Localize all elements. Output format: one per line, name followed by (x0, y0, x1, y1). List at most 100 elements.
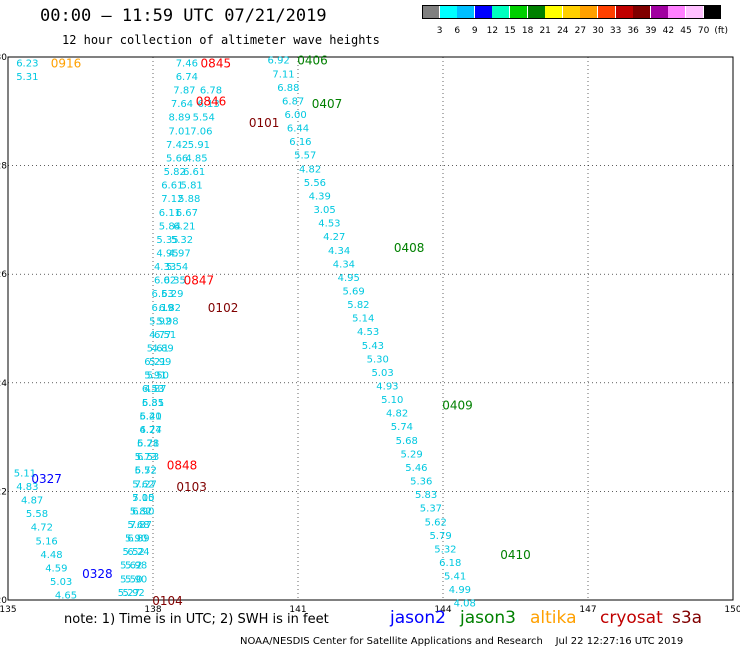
wave-height-value: 5.56 (304, 178, 326, 189)
wave-height-value: 4.83 (16, 482, 38, 493)
wave-height-value: 5.32 (171, 235, 193, 246)
wave-height-value: 5.32 (434, 544, 456, 555)
wave-height-value: 6.16 (289, 137, 311, 148)
wave-height-value: 4.95 (156, 248, 178, 259)
scale-label: 39 (645, 26, 657, 36)
wave-height-value: 6.44 (287, 124, 309, 135)
scale-label: 33 (609, 26, 622, 36)
wave-height-value: 7.12 (161, 194, 183, 205)
pass-label: 0408 (394, 241, 425, 255)
pass-label: 0845 (201, 56, 232, 70)
wave-height-value: 4.93 (376, 382, 398, 393)
pass-label: 0104 (152, 594, 183, 608)
wave-height-value: 6.35 (164, 276, 186, 287)
page-subtitle: 12 hour collection of altimeter wave hei… (62, 33, 380, 47)
wave-height-value: 7.42 (166, 140, 188, 151)
wave-height-value: 4.87 (21, 496, 43, 507)
wave-height-value: 5.14 (352, 314, 374, 325)
scale-label: (ft) (714, 26, 728, 36)
wave-height-value: 5.41 (444, 572, 466, 583)
wave-height-value: 6.88 (277, 83, 299, 94)
wave-height-value: 6.21 (144, 357, 166, 368)
wave-height-value: 5.84 (159, 221, 181, 232)
x-tick-label: 138 (144, 605, 161, 615)
scale-label: 21 (539, 26, 551, 36)
scale-swatch (527, 5, 545, 19)
scale-label: 30 (592, 26, 604, 36)
wave-height-value: 5.11 (14, 468, 36, 479)
x-tick-label: 144 (434, 605, 451, 615)
wave-height-value: 4.53 (357, 327, 379, 338)
pass-label: 0101 (249, 116, 280, 130)
wave-height-value: 4.65 (55, 591, 77, 602)
wave-height-value: 5.62 (425, 517, 447, 528)
wave-height-value: 5.29 (400, 449, 422, 460)
wave-height-value: 5.37 (420, 504, 442, 515)
wave-height-value: 6.29 (161, 289, 183, 300)
plot-frame (7, 56, 734, 601)
wave-height-value: 5.82 (347, 300, 369, 311)
wave-height-value: 5.27 (118, 588, 140, 599)
wave-height-value: 5.68 (127, 520, 149, 531)
wave-height-value: 6.67 (176, 208, 198, 219)
legend-cryosat: cryosat (600, 608, 663, 628)
scale-swatch (615, 5, 633, 19)
y-tick-label: 28 (0, 162, 7, 172)
wave-height-value: 4.85 (185, 153, 207, 164)
wave-height-value: 5.98 (125, 561, 147, 572)
wave-height-value: 5.62 (132, 479, 154, 490)
wave-height-value: 4.08 (454, 599, 476, 610)
wave-height-value: 5.43 (362, 341, 384, 352)
wave-height-value: 5.61 (147, 344, 169, 355)
wave-height-value: 6.82 (159, 303, 181, 314)
y-tick-label: 26 (0, 270, 7, 280)
wave-height-value: 6.23 (16, 58, 38, 69)
wave-height-value: 6.90 (132, 506, 154, 517)
scale-label: 3 (436, 26, 443, 36)
wave-height-value: 7.01 (168, 126, 190, 137)
legend-altika: altika (530, 608, 577, 628)
pass-label: 0407 (312, 97, 343, 111)
scale-swatch (598, 5, 615, 19)
wave-height-value: 6.61 (161, 181, 183, 192)
wave-height-value: 4.87 (144, 384, 166, 395)
wave-height-value: 6.18 (439, 558, 461, 569)
scale-swatch (422, 5, 439, 19)
scale-swatch (457, 5, 475, 19)
scale-label: 15 (504, 26, 516, 36)
scale-swatch (492, 5, 510, 19)
wave-height-value: 7.46 (176, 58, 198, 69)
scale-swatch (633, 5, 651, 19)
wave-height-value: 5.62 (120, 561, 142, 572)
scale-label: 6 (454, 26, 461, 36)
wave-height-value: 5.54 (193, 113, 215, 124)
pass-label: 0410 (500, 548, 531, 562)
wave-height-value: 6.02 (154, 276, 176, 287)
wave-height-value: 4.34 (328, 246, 350, 257)
scale-label: 36 (627, 26, 639, 36)
pass-label: 0409 (442, 399, 473, 413)
wave-height-value: 4.99 (449, 585, 471, 596)
wave-height-value: 7.06 (190, 126, 212, 137)
y-tick-label: 22 (0, 487, 7, 497)
scale-label: 18 (521, 26, 534, 36)
wave-height-value: 6.85 (142, 398, 164, 409)
pass-label: 0102 (208, 301, 239, 315)
wave-height-value: 6.21 (139, 411, 161, 422)
wave-height-value: 5.66 (166, 153, 188, 164)
wave-height-value: 5.69 (342, 286, 364, 297)
wave-height-value: 4.53 (318, 219, 340, 230)
wave-height-value: 5.57 (294, 151, 316, 162)
wave-height-value: 3.05 (313, 205, 335, 216)
pass-label: 0328 (82, 567, 113, 581)
wave-height-value: 5.52 (135, 466, 157, 477)
wave-height-value: 5.35 (156, 235, 178, 246)
scale-swatch (545, 5, 563, 19)
wave-height-value: 6.71 (137, 439, 159, 450)
wave-height-value: 5.10 (381, 395, 403, 406)
y-tick-label: 30 (0, 53, 7, 63)
wave-height-value: 7.11 (272, 69, 294, 80)
scale-frame (422, 5, 722, 19)
scale-swatch (510, 5, 527, 19)
